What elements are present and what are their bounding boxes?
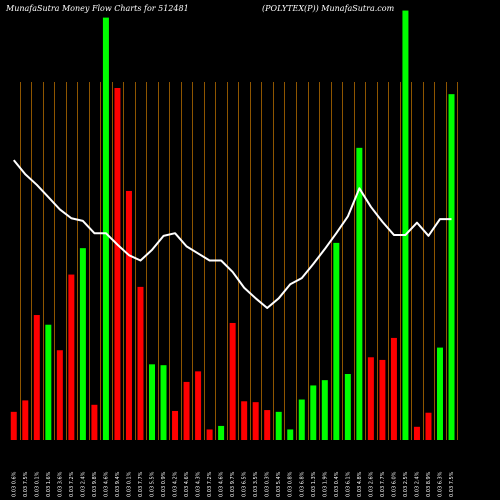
bar-up xyxy=(333,242,340,440)
x-tick-labels: 0.03 0.6% 0.03 7.5% 0.03 0.1% 0.03 1.6% 0.03… xyxy=(11,471,455,497)
x-tick-label: 0.03 8.9% xyxy=(426,471,432,497)
x-tick-label: 0.03 0.8% xyxy=(288,471,294,497)
bars xyxy=(10,10,455,441)
x-tick-label: 0.03 0.3% xyxy=(265,471,271,497)
x-tick-label: 0.03 4.3% xyxy=(196,471,202,497)
x-tick-label: 0.03 4.2% xyxy=(173,471,179,497)
bar-up xyxy=(160,365,167,440)
bar-down xyxy=(252,402,259,440)
x-tick-label: 0.03 0.9% xyxy=(161,471,167,497)
x-tick-label: 0.03 0.1% xyxy=(126,471,132,497)
bar-down xyxy=(413,426,420,440)
bar-up xyxy=(344,374,351,440)
bar-down xyxy=(172,410,179,440)
bar-down xyxy=(22,400,29,440)
x-tick-label: 0.03 4.8% xyxy=(357,471,363,497)
bar-down xyxy=(367,357,374,440)
x-tick-label: 0.03 0.1% xyxy=(34,471,40,497)
bar-up xyxy=(218,425,225,440)
x-tick-label: 0.03 0.6% xyxy=(11,471,17,497)
x-tick-label: 0.03 5.5% xyxy=(150,471,156,497)
bar-up xyxy=(275,411,282,440)
x-tick-label: 0.03 5.4% xyxy=(276,471,282,497)
bar-up xyxy=(45,324,52,440)
bar-down xyxy=(68,274,75,440)
x-tick-label: 0.03 1.9% xyxy=(322,471,328,497)
bar-down xyxy=(195,371,202,440)
bar-down xyxy=(56,350,63,440)
x-tick-label: 0.03 3.6% xyxy=(57,471,63,497)
x-tick-label: 0.03 6.5% xyxy=(242,471,248,497)
bar-down xyxy=(183,381,190,440)
bar-up xyxy=(298,399,305,440)
chart-header-left: MunafaSutra Money Flow Charts for 512481 xyxy=(6,4,189,13)
bar-up xyxy=(79,248,86,440)
x-tick-label: 0.03 6.1% xyxy=(345,471,351,497)
bar-down xyxy=(137,286,144,440)
bar-up xyxy=(310,385,317,440)
x-tick-label: 0.03 4.6% xyxy=(103,471,109,497)
x-tick-label: 0.03 7.7% xyxy=(138,471,144,497)
bar-up xyxy=(102,17,109,440)
bar-up xyxy=(448,94,455,440)
x-tick-label: 0.03 6.3% xyxy=(438,471,444,497)
grid-lines xyxy=(20,82,458,440)
x-tick-label: 0.03 7.2% xyxy=(207,471,213,497)
bar-down xyxy=(206,429,213,440)
x-tick-label: 0.03 6.0% xyxy=(391,471,397,497)
x-tick-label: 0.03 2.6% xyxy=(368,471,374,497)
x-tick-label: 0.03 2.5% xyxy=(403,471,409,497)
bar-down xyxy=(33,315,40,440)
x-tick-label: 0.03 3.5% xyxy=(253,471,259,497)
x-tick-label: 0.03 7.7% xyxy=(380,471,386,497)
bar-up xyxy=(437,347,443,440)
x-tick-label: 0.03 9.7% xyxy=(230,471,236,497)
x-tick-label: 0.03 7.5% xyxy=(449,471,455,497)
x-tick-label: 0.03 6.8% xyxy=(299,471,305,497)
x-tick-label: 0.03 2.4% xyxy=(80,471,86,497)
bar-down xyxy=(241,401,248,440)
bar-up xyxy=(402,10,409,441)
bar-down xyxy=(10,411,17,440)
bar-up xyxy=(149,364,155,440)
bar-down xyxy=(229,322,236,440)
bar-up xyxy=(356,147,363,440)
bar-down xyxy=(379,359,386,440)
x-tick-label: 0.03 1.3% xyxy=(311,471,317,497)
trend-line-group xyxy=(12,159,452,309)
bar-down xyxy=(390,337,397,440)
x-tick-label: 0.03 2.4% xyxy=(414,471,420,497)
x-tick-label: 0.03 7.2% xyxy=(69,471,75,497)
bar-down xyxy=(91,404,98,440)
chart-header-right: (POLYTEX(P)) MunafaSutra.com xyxy=(262,4,395,13)
bar-down xyxy=(114,88,121,440)
bar-down xyxy=(125,190,132,440)
bar-up xyxy=(321,380,328,440)
bar-down xyxy=(264,410,271,440)
x-tick-label: 0.03 0.4% xyxy=(334,471,340,497)
x-tick-label: 0.03 7.5% xyxy=(23,471,29,497)
x-tick-label: 0.03 4.6% xyxy=(184,471,190,497)
x-tick-label: 0.03 9.4% xyxy=(115,471,121,497)
x-tick-label: 0.03 4.6% xyxy=(219,471,225,497)
x-tick-label: 0.03 1.6% xyxy=(46,471,52,497)
trend-line xyxy=(12,159,452,309)
bar-down xyxy=(425,412,432,440)
bar-up xyxy=(287,429,294,440)
x-tick-label: 0.03 9.8% xyxy=(92,471,98,497)
